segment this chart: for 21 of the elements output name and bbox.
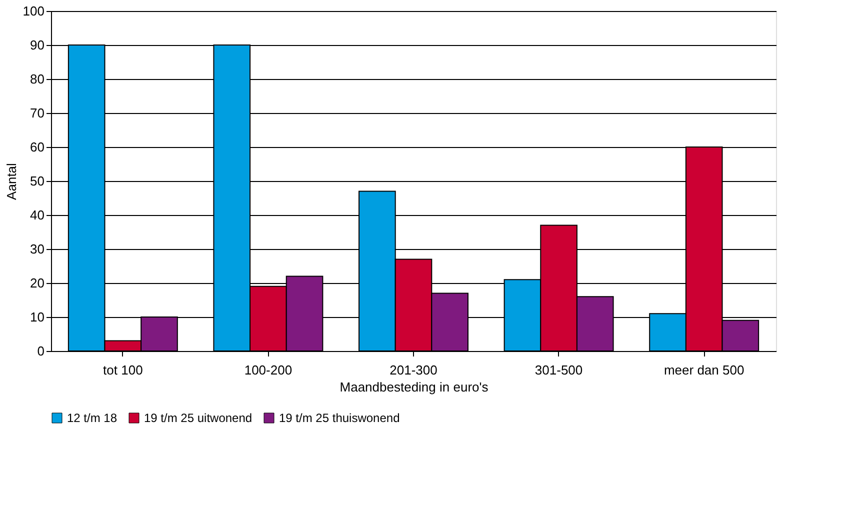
x-tick-label: meer dan 500 bbox=[664, 362, 744, 378]
y-tick-label: 30 bbox=[30, 242, 44, 256]
x-tick-label: 301-500 bbox=[534, 362, 583, 378]
y-tick-label: 90 bbox=[30, 38, 44, 52]
legend-label: 19 t/m 25 uitwonend bbox=[144, 411, 252, 425]
legend-label: 12 t/m 18 bbox=[67, 411, 118, 425]
x-tick-label: 201-300 bbox=[390, 362, 438, 378]
y-tick-label: 70 bbox=[30, 106, 44, 120]
x-tick-label: tot 100 bbox=[103, 362, 143, 378]
y-tick-label: 80 bbox=[30, 72, 44, 86]
y-tick-label: 50 bbox=[30, 174, 44, 188]
y-tick-label: 0 bbox=[37, 344, 44, 358]
y-tick-label: 20 bbox=[30, 276, 44, 290]
y-tick-label: 100 bbox=[22, 4, 44, 18]
y-tick-label: 60 bbox=[30, 140, 44, 154]
x-tick-label: 100-200 bbox=[244, 362, 292, 378]
x-axis-title: Maandbesteding in euro's bbox=[340, 380, 489, 394]
y-axis-title: Aantal bbox=[4, 162, 19, 200]
legend-label: 19 t/m 25 thuiswonend bbox=[279, 411, 400, 425]
y-tick-label: 10 bbox=[30, 310, 44, 324]
y-tick-label: 40 bbox=[30, 208, 44, 222]
